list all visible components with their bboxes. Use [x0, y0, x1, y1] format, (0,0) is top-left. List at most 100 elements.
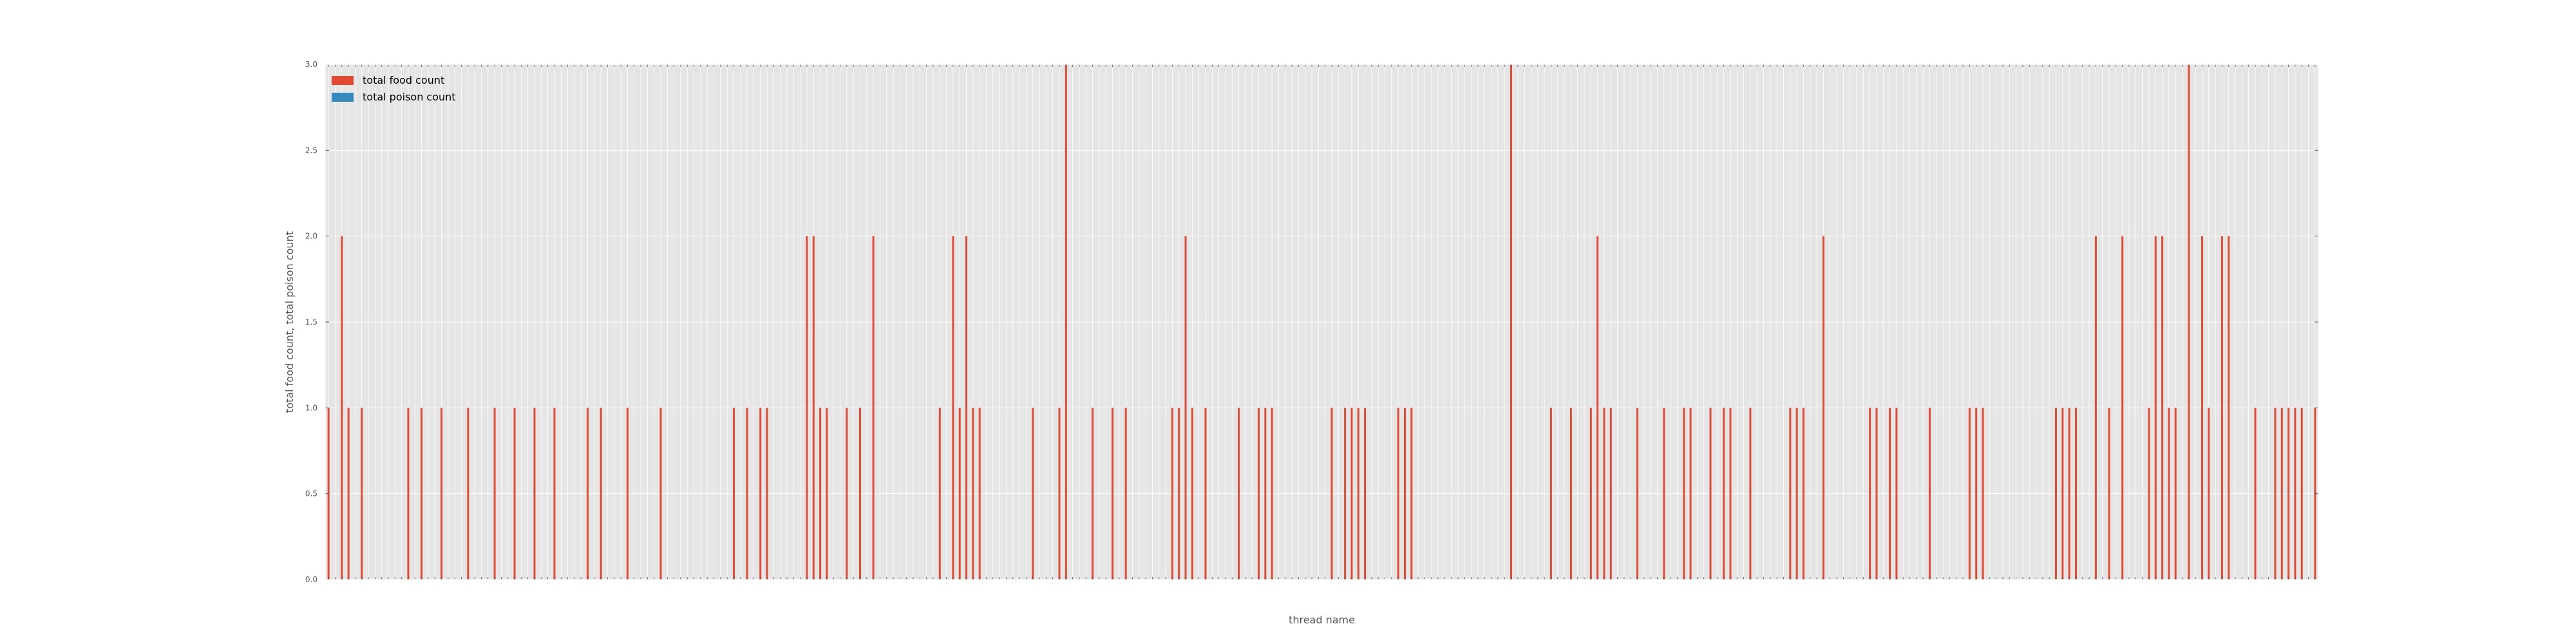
- bar-food: [766, 408, 768, 580]
- bar-food: [1982, 408, 1984, 580]
- bar-food: [1569, 408, 1572, 580]
- bar-food: [2168, 408, 2170, 580]
- bar-food: [2208, 408, 2210, 580]
- bar-food: [1257, 408, 1260, 580]
- bar-food: [1729, 408, 1732, 580]
- bar-food: [1178, 408, 1180, 580]
- bar-food: [746, 408, 748, 580]
- bar-food: [1204, 408, 1207, 580]
- bar-food: [513, 408, 516, 580]
- bar-food: [1869, 408, 1871, 580]
- bar-food: [2201, 236, 2203, 580]
- bar-food: [1058, 408, 1061, 580]
- bar-food: [1596, 236, 1599, 580]
- bar-food: [2068, 408, 2070, 580]
- bar-food: [341, 236, 343, 580]
- bar-food: [1636, 408, 1639, 580]
- y-tick-label: 0.0: [305, 575, 317, 584]
- bar-food: [2148, 408, 2150, 580]
- bar-food: [2154, 236, 2157, 580]
- y-axis-label: total food count, total poison count: [283, 231, 296, 413]
- bar-food: [361, 408, 363, 580]
- bar-food: [1032, 408, 1034, 580]
- bar-food: [2074, 408, 2077, 580]
- bar-food: [1410, 408, 1413, 580]
- bar-food: [2061, 408, 2064, 580]
- bar-food: [952, 236, 954, 580]
- bar-food: [1603, 408, 1605, 580]
- bar-food: [2228, 236, 2230, 580]
- legend-label-food: total food count: [363, 74, 444, 86]
- bar-food: [1723, 408, 1725, 580]
- bar-food: [1663, 408, 1665, 580]
- bar-food: [1975, 408, 1978, 580]
- bar-food: [2094, 236, 2097, 580]
- bar-food: [440, 408, 443, 580]
- bar-food: [812, 236, 815, 580]
- y-tick-label: 2.5: [305, 146, 317, 155]
- bar-food: [2280, 408, 2283, 580]
- bar-food: [1364, 408, 1367, 580]
- bar-food: [872, 236, 875, 580]
- bar-food: [1350, 408, 1353, 580]
- bar-food: [467, 408, 469, 580]
- bar-food: [2287, 408, 2290, 580]
- bar-food: [1709, 408, 1712, 580]
- bar-food: [1549, 408, 1552, 580]
- legend-swatch-poison: [332, 93, 354, 102]
- bar-food: [2188, 64, 2190, 580]
- bar-food: [2294, 408, 2297, 580]
- bar-food: [1795, 408, 1798, 580]
- bar-food: [1689, 408, 1692, 580]
- bar-food: [407, 408, 410, 580]
- x-axis-label: thread name: [1289, 614, 1355, 626]
- bar-food: [972, 408, 974, 580]
- bar-food: [846, 408, 848, 580]
- bar-food: [806, 236, 808, 580]
- bar-food: [1928, 408, 1931, 580]
- bar-food: [1875, 408, 1878, 580]
- bar-food: [2108, 408, 2110, 580]
- bar-food: [493, 408, 496, 580]
- bar-food: [2121, 236, 2124, 580]
- bar-food: [732, 408, 735, 580]
- bar-food: [1331, 408, 1333, 580]
- bar-food: [1271, 408, 1273, 580]
- bar-food: [826, 408, 828, 580]
- bar-food: [2300, 408, 2303, 580]
- bars: [327, 64, 2316, 580]
- bar-food: [347, 408, 350, 580]
- bar-food: [958, 408, 961, 580]
- bar-food: [1112, 408, 1114, 580]
- legend-swatch-food: [332, 76, 354, 85]
- bar-food: [1895, 408, 1898, 580]
- bar-food: [1749, 408, 1752, 580]
- bar-food: [587, 408, 589, 580]
- bar-food: [1403, 408, 1406, 580]
- bar-food: [1397, 408, 1399, 580]
- bar-food: [2221, 236, 2223, 580]
- bar-food: [1968, 408, 1971, 580]
- y-tick-label: 2.0: [305, 232, 317, 241]
- bar-food: [1171, 408, 1173, 580]
- bar-food: [600, 408, 602, 580]
- bar-food: [938, 408, 941, 580]
- bar-food: [533, 408, 536, 580]
- bar-food: [659, 408, 662, 580]
- bar-food: [2274, 408, 2277, 580]
- bar-food: [1264, 408, 1267, 580]
- bar-food: [1589, 408, 1592, 580]
- bar-food: [858, 408, 861, 580]
- bar-food: [2254, 408, 2257, 580]
- bar-food: [1124, 408, 1127, 580]
- bar-food: [759, 408, 762, 580]
- bar-food: [1683, 408, 1685, 580]
- bar-food: [421, 408, 423, 580]
- bar-food: [1184, 236, 1187, 580]
- bar-food: [978, 408, 981, 580]
- y-tick-label: 0.5: [305, 489, 317, 498]
- y-tick-label: 1.0: [305, 403, 317, 412]
- legend: total food count total poison count: [332, 74, 456, 103]
- y-tick-label: 1.5: [305, 317, 317, 327]
